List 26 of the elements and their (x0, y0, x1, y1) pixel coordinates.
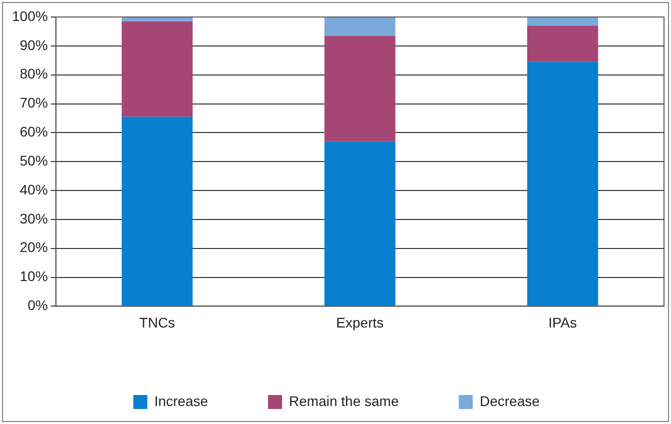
bar (527, 62, 598, 306)
y-tick-label: 40% (20, 181, 48, 198)
legend-label: Increase (154, 392, 208, 409)
bar (122, 21, 193, 117)
bar (527, 26, 598, 62)
y-tick-label: 30% (20, 210, 48, 226)
legend-label: Decrease (480, 392, 540, 409)
y-tick-label: 50% (20, 152, 48, 168)
y-tick-label: 90% (20, 36, 48, 53)
x-tick-label: TNCs (139, 314, 176, 330)
y-tick-label: 10% (20, 268, 48, 284)
legend-label: Remain the same (289, 392, 399, 409)
bar (324, 36, 396, 142)
y-tick-label: 20% (20, 239, 48, 256)
x-tick-label: IPAs (548, 314, 577, 330)
bar (122, 116, 193, 306)
y-tick-label: 80% (20, 66, 48, 82)
bar (324, 141, 396, 306)
x-tick-label: Experts (336, 314, 384, 330)
bar (527, 17, 598, 26)
y-tick-label: 0% (28, 297, 48, 314)
bar (122, 17, 193, 22)
y-tick-label: 60% (20, 124, 48, 140)
bar (324, 17, 396, 36)
y-tick-label: 100% (12, 8, 48, 24)
y-tick-label: 70% (20, 94, 48, 111)
